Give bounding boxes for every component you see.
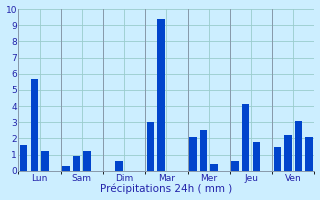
Bar: [231, 161, 239, 171]
Bar: [200, 130, 207, 171]
Bar: [284, 135, 292, 171]
Bar: [62, 166, 70, 171]
Bar: [189, 137, 196, 171]
Bar: [306, 137, 313, 171]
Bar: [84, 151, 91, 171]
Bar: [115, 161, 123, 171]
Bar: [295, 121, 302, 171]
Bar: [252, 142, 260, 171]
Bar: [210, 164, 218, 171]
Bar: [274, 147, 281, 171]
X-axis label: Précipitations 24h ( mm ): Précipitations 24h ( mm ): [100, 184, 233, 194]
Bar: [147, 122, 154, 171]
Bar: [157, 19, 165, 171]
Bar: [31, 79, 38, 171]
Bar: [41, 151, 49, 171]
Bar: [73, 156, 80, 171]
Bar: [242, 104, 249, 171]
Bar: [20, 145, 28, 171]
